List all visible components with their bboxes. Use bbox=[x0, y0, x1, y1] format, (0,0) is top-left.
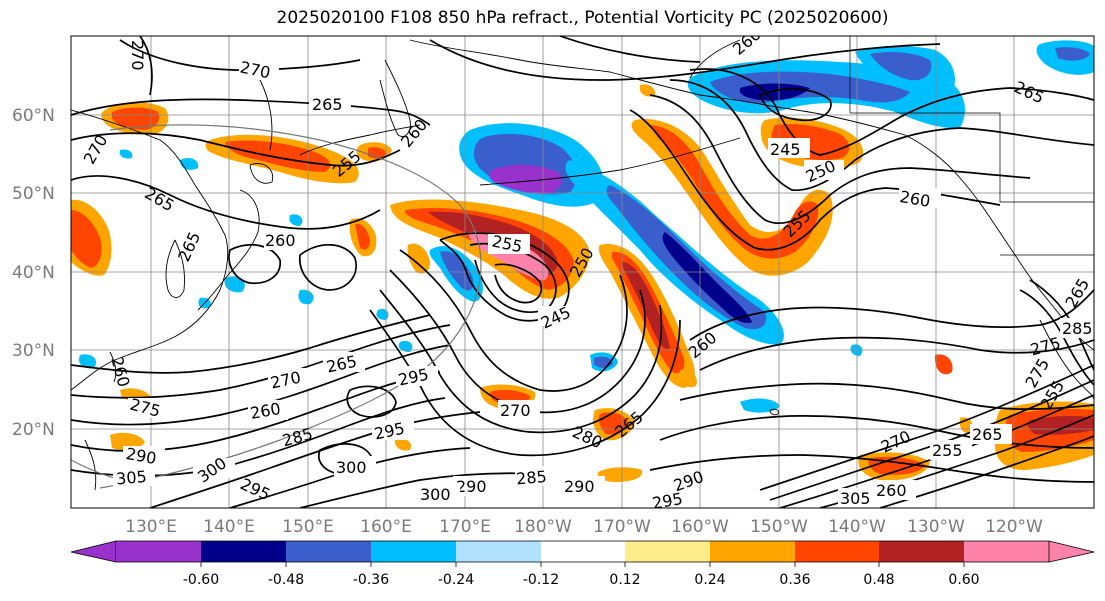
lat-label: 50°N bbox=[12, 184, 55, 204]
colorbar-swatch bbox=[371, 541, 456, 562]
colorbar-tick-label: 0.36 bbox=[779, 572, 810, 588]
contour-label: 285 bbox=[515, 467, 547, 489]
lat-label: 20°N bbox=[12, 420, 55, 440]
lon-label: 140°E bbox=[203, 517, 255, 537]
colorbar-swatch bbox=[625, 541, 710, 562]
colorbar-swatch bbox=[286, 541, 371, 562]
lat-label: 30°N bbox=[12, 341, 55, 361]
colorbar-swatch bbox=[710, 541, 795, 562]
contour-label: 295 bbox=[651, 489, 684, 513]
colorbar: -0.60 -0.48 -0.36 -0.24 -0.12 0.12 0.24 … bbox=[70, 540, 1095, 588]
colorbar-tick-label: -0.60 bbox=[183, 572, 219, 588]
colorbar-swatch bbox=[795, 541, 879, 562]
colorbar-tick-label: 0.24 bbox=[694, 572, 725, 588]
lon-label: 130°E bbox=[125, 517, 177, 537]
colorbar-tick-label: 0.60 bbox=[948, 572, 979, 588]
lon-label: 150°E bbox=[282, 517, 334, 537]
colorbar-swatch bbox=[964, 541, 1049, 562]
colorbar-swatch bbox=[1048, 540, 1095, 563]
colorbar-tick-label: 0.48 bbox=[863, 572, 894, 588]
contour-label: 290 bbox=[456, 477, 487, 496]
lon-label: 130°W bbox=[907, 517, 965, 537]
lon-label: 160°E bbox=[360, 517, 412, 537]
refractivity-contours bbox=[71, 36, 1094, 508]
colorbar-swatch bbox=[456, 541, 541, 562]
contour-label: 255 bbox=[932, 441, 963, 460]
colorbar-tick-label: 0.12 bbox=[609, 572, 640, 588]
colorbar-tick-label: -0.24 bbox=[438, 572, 474, 588]
latitude-axis: 60°N 50°N 40°N 30°N 20°N bbox=[12, 106, 55, 440]
lon-label: 140°W bbox=[828, 517, 886, 537]
lon-label: 120°W bbox=[985, 517, 1043, 537]
colorbar-swatch bbox=[879, 541, 964, 562]
lon-label: 150°W bbox=[750, 517, 808, 537]
map-frame bbox=[70, 35, 1095, 509]
contour-label: 270 bbox=[500, 401, 531, 420]
lon-label: 160°W bbox=[671, 517, 729, 537]
lat-label: 40°N bbox=[12, 263, 55, 283]
contour-label: 305 bbox=[115, 467, 147, 489]
colorbar-swatch bbox=[116, 541, 201, 562]
contour-label: 290 bbox=[564, 477, 595, 496]
colorbar-tick-label: -0.36 bbox=[353, 572, 389, 588]
political-borders bbox=[849, 36, 1094, 256]
lat-label: 60°N bbox=[12, 106, 55, 126]
map-content: 270 270 265 270 260 265 255 260 265 260 … bbox=[71, 36, 1094, 513]
colorbar-tick-label: -0.12 bbox=[523, 572, 559, 588]
map-title: 2025020100 F108 850 hPa refract., Potent… bbox=[276, 8, 889, 28]
contour-label: 300 bbox=[420, 485, 451, 504]
lon-label: 170°W bbox=[593, 517, 651, 537]
contour-label: 260 bbox=[876, 481, 907, 500]
colorbar-swatch bbox=[541, 541, 625, 562]
colorbar-tick-label: -0.48 bbox=[268, 572, 304, 588]
contour-label: 300 bbox=[336, 458, 367, 477]
pv-shading bbox=[71, 40, 1094, 482]
contour-label: 260 bbox=[265, 231, 296, 250]
contour-label: 305 bbox=[840, 489, 871, 508]
lon-label: 180°W bbox=[514, 517, 572, 537]
longitude-axis: 130°E 140°E 150°E 160°E 170°E 180°W 170°… bbox=[125, 517, 1043, 537]
graticule bbox=[71, 36, 1094, 508]
contour-label: 265 bbox=[972, 425, 1003, 444]
contour-label: 285 bbox=[1062, 319, 1093, 338]
colorbar-swatch bbox=[70, 540, 117, 563]
contour-label: 270 bbox=[128, 40, 147, 71]
contour-label: 245 bbox=[770, 140, 801, 159]
colorbar-swatch bbox=[201, 541, 286, 562]
lon-label: 170°E bbox=[439, 517, 491, 537]
contour-label: 265 bbox=[312, 95, 343, 114]
